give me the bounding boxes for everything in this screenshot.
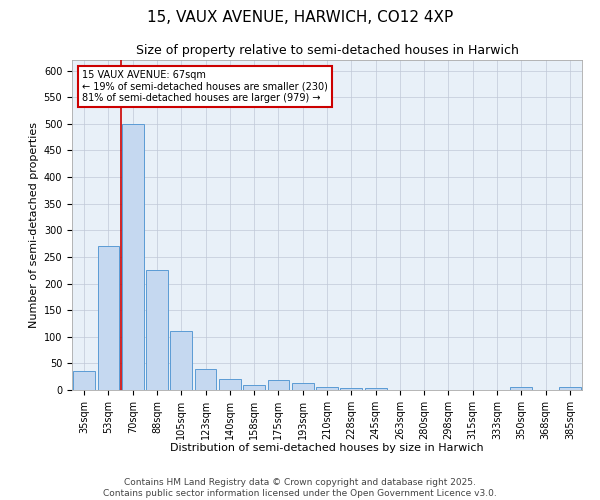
Bar xyxy=(170,332,192,390)
Bar xyxy=(316,388,338,390)
Bar xyxy=(73,372,95,390)
Title: Size of property relative to semi-detached houses in Harwich: Size of property relative to semi-detach… xyxy=(136,44,518,58)
Text: 15 VAUX AVENUE: 67sqm
← 19% of semi-detached houses are smaller (230)
81% of sem: 15 VAUX AVENUE: 67sqm ← 19% of semi-deta… xyxy=(82,70,328,103)
Bar xyxy=(292,383,314,390)
Bar xyxy=(511,388,532,390)
Bar xyxy=(559,388,581,390)
Y-axis label: Number of semi-detached properties: Number of semi-detached properties xyxy=(29,122,40,328)
Text: Contains HM Land Registry data © Crown copyright and database right 2025.
Contai: Contains HM Land Registry data © Crown c… xyxy=(103,478,497,498)
Bar xyxy=(97,246,119,390)
Bar xyxy=(365,388,386,390)
Bar xyxy=(268,380,289,390)
Bar xyxy=(122,124,143,390)
Bar xyxy=(219,380,241,390)
Bar xyxy=(340,388,362,390)
Bar xyxy=(146,270,168,390)
Bar xyxy=(194,368,217,390)
Bar xyxy=(243,384,265,390)
X-axis label: Distribution of semi-detached houses by size in Harwich: Distribution of semi-detached houses by … xyxy=(170,444,484,454)
Text: 15, VAUX AVENUE, HARWICH, CO12 4XP: 15, VAUX AVENUE, HARWICH, CO12 4XP xyxy=(147,10,453,25)
